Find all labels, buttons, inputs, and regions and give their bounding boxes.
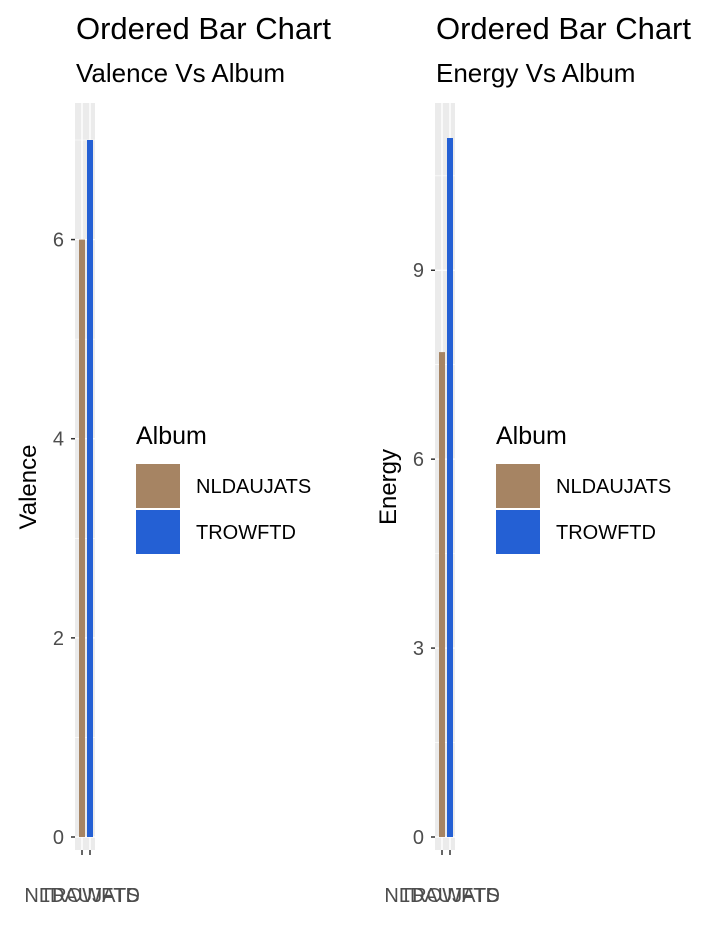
chart-subtitle: Energy Vs Album <box>436 58 635 88</box>
chart-title: Ordered Bar Chart <box>76 11 331 46</box>
y-tick-label: 0 <box>413 827 424 849</box>
legend-label: NLDAUJATS <box>196 476 311 498</box>
y-axis-title: Energy <box>375 449 402 525</box>
y-tick-label: 9 <box>413 260 424 282</box>
bar-nldaujats <box>439 352 445 837</box>
y-tick-label: 0 <box>53 827 64 849</box>
y-tick-label: 6 <box>413 449 424 471</box>
legend-key-nldaujats <box>496 464 540 508</box>
chart-panel-1: Ordered Bar Chart Valence Vs Album 0 2 4 6 NLD… <box>15 11 331 907</box>
x-tick-label: NLDAUJATS <box>24 885 139 907</box>
x-tick-label: TROWFTD <box>40 885 140 907</box>
chart-panel-2: Ordered Bar Chart Energy Vs Album 0 3 6 9 NLDA… <box>375 11 691 907</box>
legend-key-nldaujats <box>136 464 180 508</box>
legend-title: Album <box>496 422 567 450</box>
y-tick-label: 6 <box>53 230 64 252</box>
legend-label: TROWFTD <box>556 522 656 544</box>
bar-trowftd <box>87 140 93 837</box>
bar-nldaujats <box>79 239 85 838</box>
x-tick-label: TROWFTD <box>400 885 500 907</box>
legend-label: TROWFTD <box>196 522 296 544</box>
legend: Album NLDAUJATS TROWFTD <box>496 422 671 554</box>
chart-title: Ordered Bar Chart <box>436 11 691 46</box>
legend: Album NLDAUJATS TROWFTD <box>136 422 311 554</box>
x-tick-label: NLDAUJATS <box>384 885 499 907</box>
chart-subtitle: Valence Vs Album <box>76 58 285 88</box>
y-tick-label: 3 <box>413 638 424 660</box>
legend-title: Album <box>136 422 207 450</box>
y-tick-label: 4 <box>53 429 64 451</box>
legend-key-trowftd <box>136 510 180 554</box>
legend-key-trowftd <box>496 510 540 554</box>
bar-trowftd <box>447 138 453 837</box>
y-axis-title: Valence <box>15 445 42 530</box>
legend-label: NLDAUJATS <box>556 476 671 498</box>
y-tick-label: 2 <box>53 628 64 650</box>
